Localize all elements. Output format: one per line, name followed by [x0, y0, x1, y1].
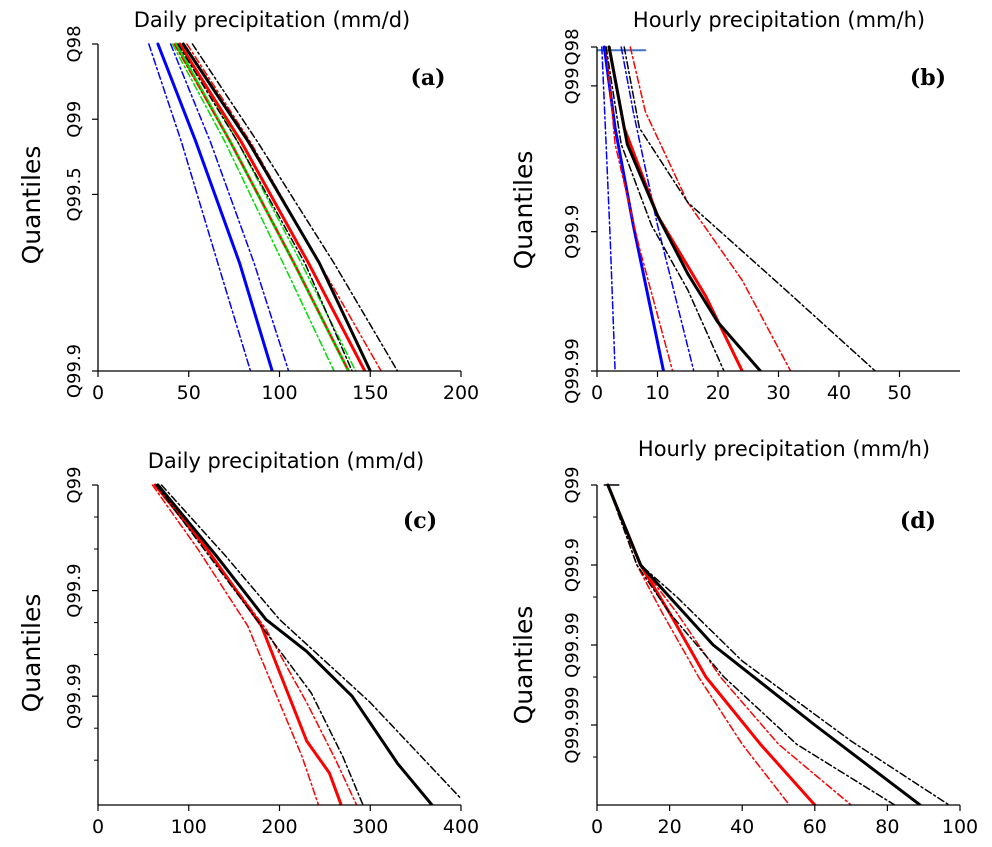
- panel-a-series-line-9: [181, 42, 372, 371]
- panel-c-x-tick-label: 300: [352, 816, 388, 838]
- panel-a-title: Daily precipitation (mm/d): [134, 8, 411, 32]
- panel-b-series-line-2: [601, 46, 616, 371]
- panel-a-label: (a): [410, 65, 445, 91]
- panel-a-x-tick-label: 150: [352, 382, 388, 404]
- panel-d-x-tick-label: 0: [591, 816, 603, 838]
- panel-a-y-tick-label: Q99: [64, 101, 85, 138]
- panel-d-x-tick-label: 100: [942, 816, 978, 838]
- panel-d-x-tick-label: 80: [875, 816, 899, 838]
- panel-b-series: [597, 45, 877, 371]
- panel-d-y-tick-label: Q99.9: [562, 538, 583, 592]
- panel-a-series: [148, 42, 399, 371]
- panel-c-series: [151, 483, 461, 805]
- panel-b-label: (b): [910, 65, 946, 91]
- panel-a-series-line-10: [177, 43, 353, 371]
- panel-b-x-tick-label: 40: [827, 382, 851, 404]
- panel-d-y-tick-label: Q99.999: [562, 686, 583, 763]
- panel-d-series-line-6: [607, 484, 950, 805]
- panel-a-x-tick-label: 50: [177, 382, 201, 404]
- panel-c-series-line-1: [151, 484, 320, 805]
- panel-a: Daily precipitation (mm/d) Quantiles (a)…: [17, 8, 479, 404]
- panel-b-y-tick-label: Q99: [562, 67, 583, 104]
- panel-d-x-tick-label: 40: [730, 816, 754, 838]
- panel-c-x-tick-label: 400: [443, 816, 479, 838]
- panel-c-series-line-0: [153, 483, 343, 805]
- panel-c-x-tick-label: 100: [171, 816, 207, 838]
- panel-b-ylabel: Quantiles: [509, 151, 538, 270]
- panel-d-x-tick-label: 60: [803, 816, 827, 838]
- panel-a-x-tick-label: 0: [92, 382, 104, 404]
- panel-b-y-tick-label: Q99.9: [562, 205, 583, 259]
- panel-a-x-tick-label: 200: [443, 382, 479, 404]
- panel-d-label: (d): [900, 508, 936, 534]
- panel-b-series-line-9: [623, 46, 877, 371]
- panel-d-x-tick-label: 20: [658, 816, 682, 838]
- panel-a-x-tick-label: 100: [261, 382, 297, 404]
- panel-d-series: [603, 483, 950, 805]
- panel-d: Hourly precipitation (mm/h) Quantiles (d…: [509, 437, 978, 838]
- panel-b-x-tick-label: 50: [887, 382, 911, 404]
- panel-c-series-line-4: [155, 484, 364, 805]
- panel-d-series-line-3: [607, 484, 852, 805]
- panel-a-y-tick-label: Q99.5: [64, 167, 85, 221]
- panel-b-series-line-7: [607, 45, 762, 371]
- panel-d-y-tick-label: Q99.99: [562, 612, 583, 678]
- panel-b-x-tick-label: 30: [766, 382, 790, 404]
- panel-d-series-line-4: [606, 483, 922, 805]
- panel-c-series-line-5: [160, 484, 461, 800]
- panel-b-y-tick-label: Q99.99: [562, 338, 583, 404]
- panel-a-series-line-6: [178, 42, 367, 371]
- panel-a-series-line-0: [156, 42, 274, 371]
- panel-a-ylabel: Quantiles: [17, 146, 46, 265]
- panel-c-series-line-3: [156, 483, 434, 805]
- panel-a-series-line-7: [173, 43, 350, 371]
- panel-d-title: Hourly precipitation (mm/h): [638, 437, 930, 461]
- panel-b-series-line-8: [605, 46, 725, 371]
- panel-c-series-line-2: [157, 484, 358, 805]
- panel-a-series-line-4: [171, 43, 335, 371]
- panel-b: Hourly precipitation (mm/h) Quantiles (b…: [509, 8, 960, 404]
- panel-b-x-tick-label: 20: [706, 382, 730, 404]
- panel-c-x-tick-label: 200: [261, 816, 297, 838]
- panel-a-y-tick-label: Q98: [64, 25, 85, 62]
- panel-b-series-line-3: [620, 46, 695, 371]
- panel-a-series-line-2: [169, 43, 290, 371]
- panel-b-series-line-5: [605, 46, 674, 371]
- panel-c-y-tick-label: Q99: [64, 466, 85, 503]
- panel-a-series-line-11: [191, 43, 399, 371]
- panel-b-x-tick-label: 10: [645, 382, 669, 404]
- panel-c-x-tick-label: 0: [92, 816, 104, 838]
- panel-c: Daily precipitation (mm/d) Quantiles (c)…: [17, 449, 479, 838]
- panel-c-label: (c): [403, 508, 437, 534]
- panel-d-ylabel: Quantiles: [509, 606, 538, 725]
- panel-c-ylabel: Quantiles: [17, 594, 46, 713]
- panel-b-y-tick-label: Q98: [562, 28, 583, 65]
- panel-c-title: Daily precipitation (mm/d): [148, 449, 425, 473]
- panel-a-series-line-1: [148, 43, 252, 371]
- panel-d-series-line-5: [607, 484, 896, 805]
- panel-c-y-tick-label: Q99.9: [64, 563, 85, 617]
- panel-c-y-tick-label: Q99.99: [64, 663, 85, 729]
- panel-b-x-tick-label: 0: [591, 382, 603, 404]
- panel-a-y-tick-label: Q99.9: [64, 344, 85, 398]
- panel-b-title: Hourly precipitation (mm/h): [633, 8, 925, 32]
- panel-d-y-tick-label: Q99: [562, 466, 583, 503]
